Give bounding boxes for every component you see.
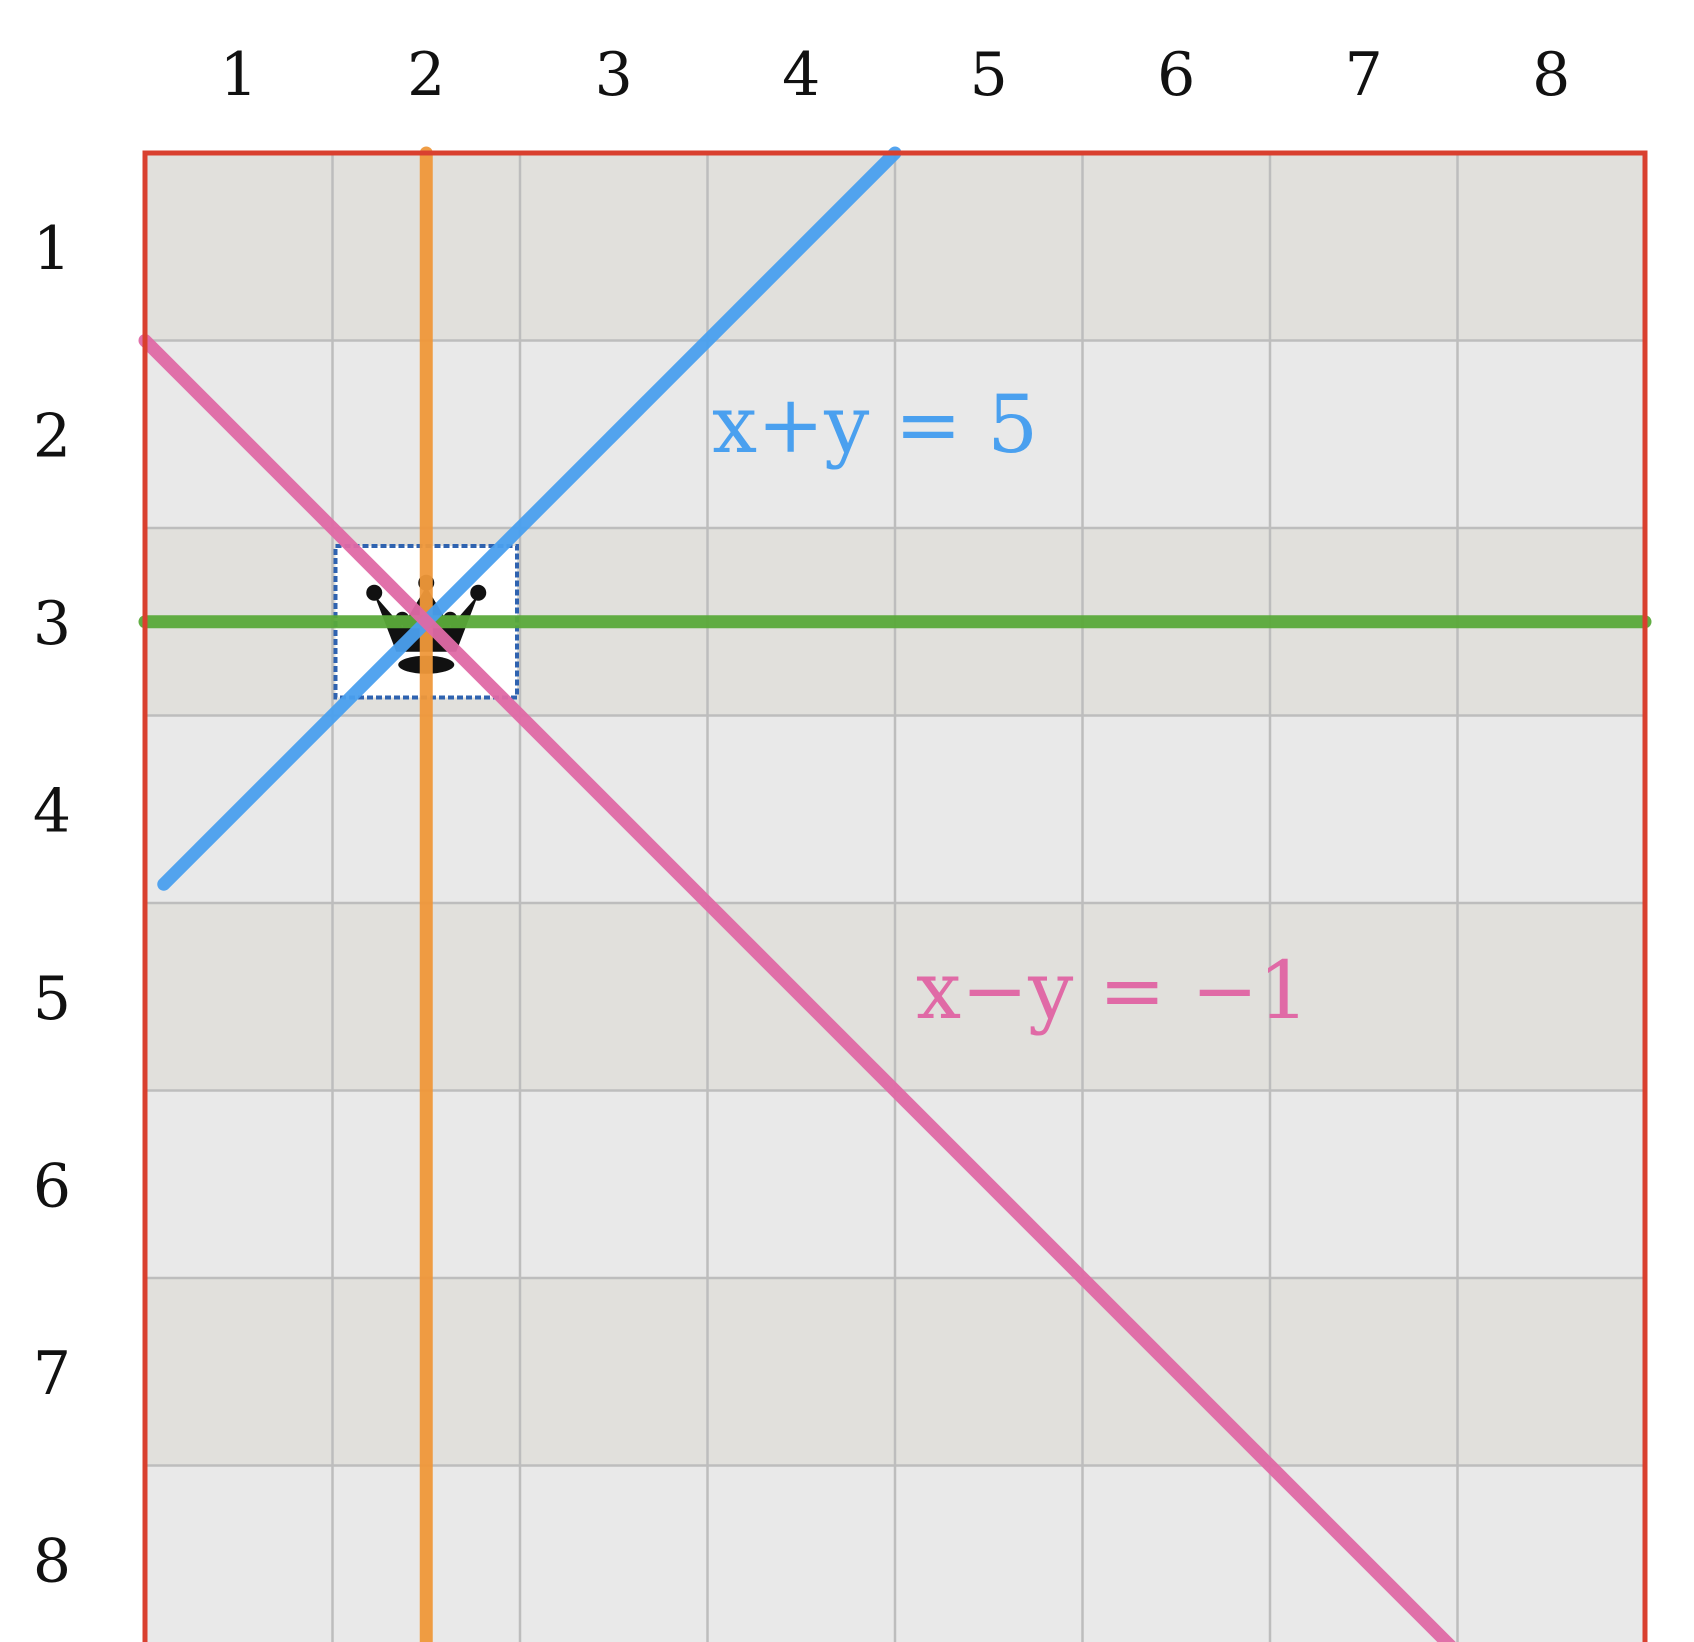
attack-lines xyxy=(138,146,1652,1642)
column-label: 2 xyxy=(407,40,445,110)
column-label: 3 xyxy=(595,40,633,110)
row-label: 8 xyxy=(33,1526,71,1596)
row-label: 1 xyxy=(33,214,71,284)
column-label: 8 xyxy=(1532,40,1570,110)
column-label: 7 xyxy=(1345,40,1383,110)
row-label: 5 xyxy=(33,964,71,1034)
column-label: 1 xyxy=(220,40,258,110)
row-label: 4 xyxy=(33,776,71,846)
row-label: 7 xyxy=(33,1339,71,1409)
column-labels: 1 2 3 4 5 6 7 8 xyxy=(220,40,1571,110)
row-label: 3 xyxy=(33,589,71,659)
row-label: 6 xyxy=(33,1151,71,1221)
equation-sum-label: x+y = 5 xyxy=(712,378,1038,471)
row-labels: 1 2 3 4 5 6 7 8 xyxy=(33,214,71,1597)
board-border xyxy=(142,150,1648,1642)
equation-diff-label: x−y = −1 xyxy=(916,944,1309,1037)
row-label: 2 xyxy=(33,401,71,471)
column-label: 5 xyxy=(970,40,1008,110)
anti-diagonal-line xyxy=(157,146,902,891)
diagonal-line xyxy=(138,334,1456,1642)
column-label: 6 xyxy=(1157,40,1195,110)
column-label: 4 xyxy=(782,40,820,110)
